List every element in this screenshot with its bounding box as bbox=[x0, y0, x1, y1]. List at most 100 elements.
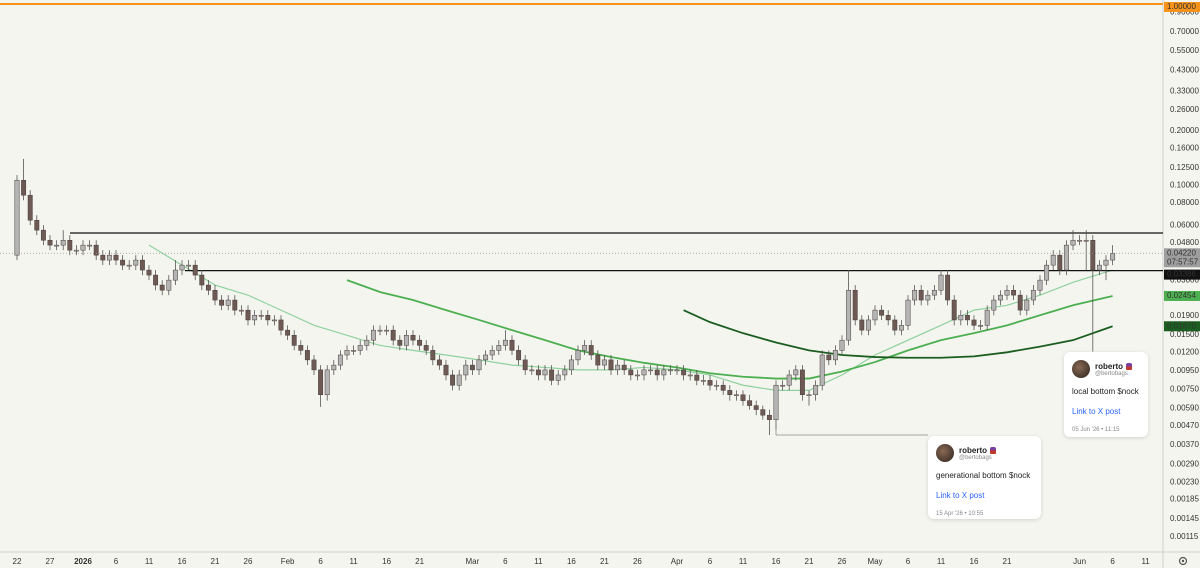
x-tick-label: 6 bbox=[708, 557, 713, 566]
moving-average-label-bg bbox=[1164, 321, 1200, 332]
y-tick-label: 0.01200 bbox=[1170, 347, 1199, 356]
candle-body bbox=[496, 345, 502, 351]
candle-body bbox=[1090, 239, 1096, 271]
y-tick-label: 0.00185 bbox=[1170, 495, 1199, 504]
candle-body bbox=[331, 364, 337, 371]
x-tick-label: 16 bbox=[772, 557, 781, 566]
candle-body bbox=[846, 289, 852, 341]
y-tick-label: 0.00115 bbox=[1170, 532, 1199, 541]
candle-body bbox=[786, 374, 792, 386]
x-tick-label: Mar bbox=[466, 557, 480, 566]
candle-body bbox=[984, 309, 990, 326]
handle: @bertobags bbox=[1095, 370, 1128, 377]
y-tick-label: 0.00145 bbox=[1170, 514, 1199, 523]
author: roberto bbox=[959, 445, 987, 455]
candle-body bbox=[456, 374, 462, 386]
candle-body bbox=[410, 335, 416, 341]
post-date: 15 Apr '26 • 10:55 bbox=[936, 511, 984, 517]
y-tick-label: 0.01900 bbox=[1170, 311, 1199, 320]
candle-body bbox=[73, 249, 79, 252]
y-tick-label: 0.43000 bbox=[1170, 66, 1199, 75]
candle-body bbox=[238, 309, 244, 312]
candle-body bbox=[304, 350, 310, 361]
settings-icon[interactable] bbox=[1178, 556, 1188, 566]
candle-body bbox=[707, 380, 713, 386]
post-link[interactable]: Link to X post bbox=[1072, 407, 1121, 416]
candle-body bbox=[436, 359, 442, 366]
post-link[interactable]: Link to X post bbox=[936, 491, 985, 500]
candle-body bbox=[865, 319, 871, 331]
x-tick-label: 26 bbox=[838, 557, 847, 566]
candle-body bbox=[199, 274, 205, 286]
candle-body bbox=[225, 299, 231, 306]
candle-body bbox=[1077, 239, 1083, 242]
candle-body bbox=[535, 369, 541, 376]
candle-body bbox=[212, 289, 218, 301]
candle-body bbox=[67, 239, 73, 251]
x-tick-label: 6 bbox=[318, 557, 323, 566]
candle-body bbox=[793, 369, 799, 376]
post-date: 05 Jun '26 • 11:15 bbox=[1072, 427, 1120, 433]
candle-body bbox=[925, 294, 931, 301]
moving-average bbox=[346, 279, 1113, 380]
candle-body bbox=[80, 244, 86, 251]
handle: @bertobags bbox=[959, 454, 992, 461]
candle-body bbox=[232, 299, 238, 311]
candle-body bbox=[166, 279, 172, 291]
candle-body bbox=[285, 329, 291, 336]
candle-body bbox=[357, 345, 363, 351]
y-tick-label: 0.00470 bbox=[1170, 421, 1199, 430]
candle-body bbox=[681, 369, 687, 376]
candle-body bbox=[126, 264, 132, 267]
candle-body bbox=[469, 364, 475, 371]
candle-body bbox=[476, 359, 482, 371]
candle-body bbox=[364, 339, 370, 346]
badge-icon bbox=[1126, 362, 1132, 370]
candle-body bbox=[859, 319, 865, 331]
moving-average-label-bg bbox=[1164, 290, 1200, 301]
candle-body bbox=[1024, 299, 1030, 311]
candle-body bbox=[60, 239, 66, 246]
candle-body bbox=[1004, 289, 1010, 296]
candle-body bbox=[898, 325, 904, 331]
candle-body bbox=[377, 329, 383, 332]
candle-body bbox=[502, 339, 508, 346]
candle-body bbox=[747, 400, 753, 406]
x-tick-label: 16 bbox=[970, 557, 979, 566]
x-tick-label: 26 bbox=[244, 557, 253, 566]
candle-body bbox=[1017, 294, 1023, 311]
candle-body bbox=[47, 239, 53, 246]
candle-body bbox=[1011, 289, 1017, 296]
x-tick-label: 21 bbox=[805, 557, 814, 566]
candle-body bbox=[1063, 244, 1069, 271]
candle-body bbox=[430, 350, 436, 361]
candle-body bbox=[443, 364, 449, 376]
candle-body bbox=[667, 369, 673, 372]
candle-body bbox=[575, 350, 581, 361]
candle-body bbox=[423, 345, 429, 351]
candle-body bbox=[872, 309, 878, 321]
candle-body bbox=[918, 289, 924, 301]
countdown-label: 07:57:57 bbox=[1167, 257, 1199, 266]
candle-body bbox=[390, 329, 396, 341]
candle-body bbox=[997, 294, 1003, 301]
candle-body bbox=[153, 274, 159, 286]
candle-body bbox=[648, 369, 654, 372]
x-tick-label: 2026 bbox=[74, 557, 92, 566]
candle-body bbox=[879, 309, 885, 316]
x-tick-label: May bbox=[867, 557, 882, 566]
candle-body bbox=[93, 244, 99, 256]
candle-body bbox=[819, 354, 825, 386]
y-tick-label: 0.12500 bbox=[1170, 163, 1199, 172]
candle-body bbox=[760, 409, 766, 416]
candle-body bbox=[1083, 239, 1089, 242]
candle-body bbox=[120, 259, 126, 266]
candle-body bbox=[351, 350, 357, 352]
candle-body bbox=[27, 194, 33, 221]
candle-body bbox=[324, 369, 330, 396]
y-tick-label: 0.00370 bbox=[1170, 440, 1199, 449]
candle-body bbox=[403, 335, 409, 346]
candle-body bbox=[826, 354, 832, 361]
last-price-label: 0.04220 bbox=[1167, 248, 1196, 257]
candle-body bbox=[654, 369, 660, 376]
